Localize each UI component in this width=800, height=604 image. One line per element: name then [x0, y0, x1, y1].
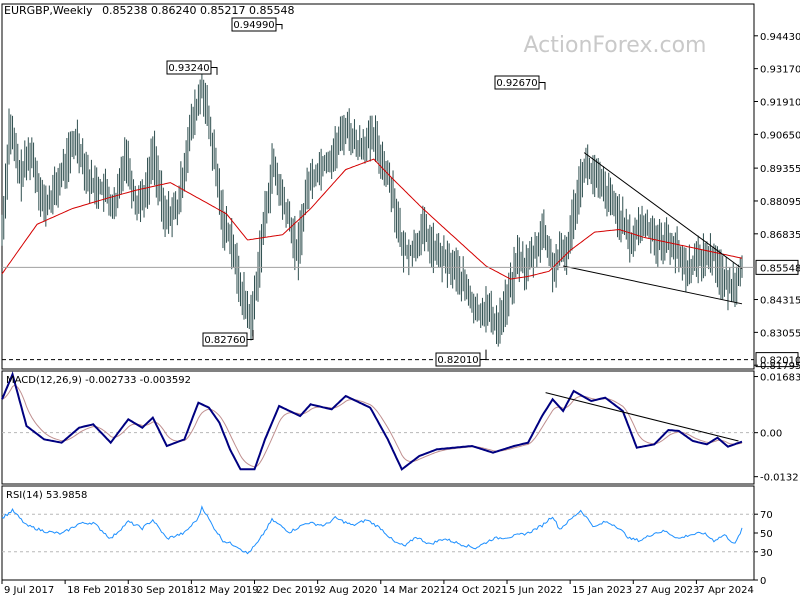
label-leader: [539, 82, 546, 90]
date-tick-label: 30 Sep 2018: [130, 585, 193, 596]
price-swing-label: 0.92670: [494, 75, 546, 90]
rsi-panel: [1, 505, 754, 555]
rsi-tick-label: 0: [760, 576, 766, 587]
macd-panel-frame: [1, 370, 755, 485]
price-tick-label: 0.86835: [760, 230, 800, 241]
label-box: [494, 75, 540, 90]
macd-tick-label: -0.0132: [760, 473, 799, 484]
label-leader: [247, 330, 254, 340]
price-tick-label: 0.84315: [760, 296, 800, 307]
macd-panel: [1, 371, 754, 471]
price-tick-label: 0.93170: [760, 65, 800, 76]
last-price-box: [755, 259, 799, 275]
macd-tick-label: 0.016838: [760, 373, 800, 384]
label-box: [202, 332, 248, 347]
ohlc-values: 0.85238 0.86240 0.85217 0.85548: [102, 4, 294, 17]
price-swing-label: 0.82010: [435, 349, 487, 367]
axes: 0.94430 0.93170 0.91910 0.90650 0.89355 0.880…: [1, 32, 800, 596]
price-tick-label: 0.81795: [760, 361, 800, 372]
date-tick-label: 7 Apr 2024: [698, 585, 753, 596]
macd-signal-line: [1, 384, 743, 468]
macd-title: MACD(12,26,9) -0.002733 -0.003592: [6, 375, 191, 386]
date-tick-label: 22 Dec 2019: [257, 585, 321, 596]
label-text: 0.94990: [233, 20, 274, 31]
date-tick-label: 2 Aug 2020: [320, 585, 378, 596]
price-bars: [1, 74, 743, 347]
symbol-label: EURGBP: [4, 4, 50, 17]
support-price-box: [755, 352, 799, 368]
price-tick-label: 0.94430: [760, 32, 800, 43]
main-panel-frame: [1, 3, 755, 370]
label-box: [166, 60, 212, 75]
timeframe-label: Weekly: [53, 4, 93, 17]
label-text: 0.82010: [437, 355, 478, 366]
price-swing-label: 0.94990: [231, 17, 283, 32]
label-text: 0.82760: [204, 335, 245, 346]
label-box: [231, 17, 277, 32]
label-leader: [276, 24, 283, 30]
price-swing-label: 0.93240: [166, 60, 218, 75]
date-tick-label: 18 Feb 2018: [67, 585, 129, 596]
wedge-upper-trendline: [583, 152, 743, 270]
wedge-lower-trendline: [563, 265, 743, 305]
macd-tick-label: 0.00: [760, 429, 782, 440]
price-tick-label: 0.83055: [760, 328, 800, 339]
moving-average-line: [1, 158, 743, 280]
macd-line: [1, 371, 743, 471]
date-tick-label: 9 Jul 2017: [4, 585, 54, 596]
date-tick-label: 15 Jan 2023: [572, 585, 632, 596]
watermark: ActionForex.com: [524, 33, 707, 58]
rsi-line: [1, 505, 743, 555]
label-text: 0.93240: [168, 63, 209, 74]
label-leader: [211, 67, 218, 75]
main-price-panel: 0.94990 0.93240 0.92670 0.82760 0.82010: [1, 17, 754, 367]
label-text: 0.92670: [496, 78, 537, 89]
price-tick-label: 0.90650: [760, 130, 800, 141]
price-tick-label: 0.88095: [760, 197, 800, 208]
rsi-tick-label: 50: [760, 529, 773, 540]
label-leader: [480, 349, 487, 360]
rsi-title: RSI(14) 53.9858: [6, 490, 87, 501]
price-tick-label: 0.85548: [760, 263, 800, 274]
price-tick-label: 0.89355: [760, 164, 800, 175]
price-tick-label: 0.91910: [760, 98, 800, 109]
price-swing-label: 0.82760: [202, 330, 254, 347]
price-tick-label: 0.82010: [760, 356, 800, 367]
chart-header: EURGBP,Weekly 0.85238 0.86240 0.85217 0.…: [4, 4, 295, 17]
date-tick-label: 14 Mar 2021: [383, 585, 446, 596]
date-tick-label: 27 Aug 2023: [635, 585, 699, 596]
date-tick-label: 5 Jun 2022: [509, 585, 563, 596]
rsi-tick-label: 70: [760, 510, 773, 521]
rsi-panel-frame: [1, 485, 755, 581]
date-tick-label: 24 Oct 2021: [446, 585, 508, 596]
label-box: [435, 352, 481, 367]
rsi-tick-label: 30: [760, 548, 773, 559]
date-tick-label: 12 May 2019: [193, 585, 258, 596]
macd-trendline: [545, 392, 739, 442]
